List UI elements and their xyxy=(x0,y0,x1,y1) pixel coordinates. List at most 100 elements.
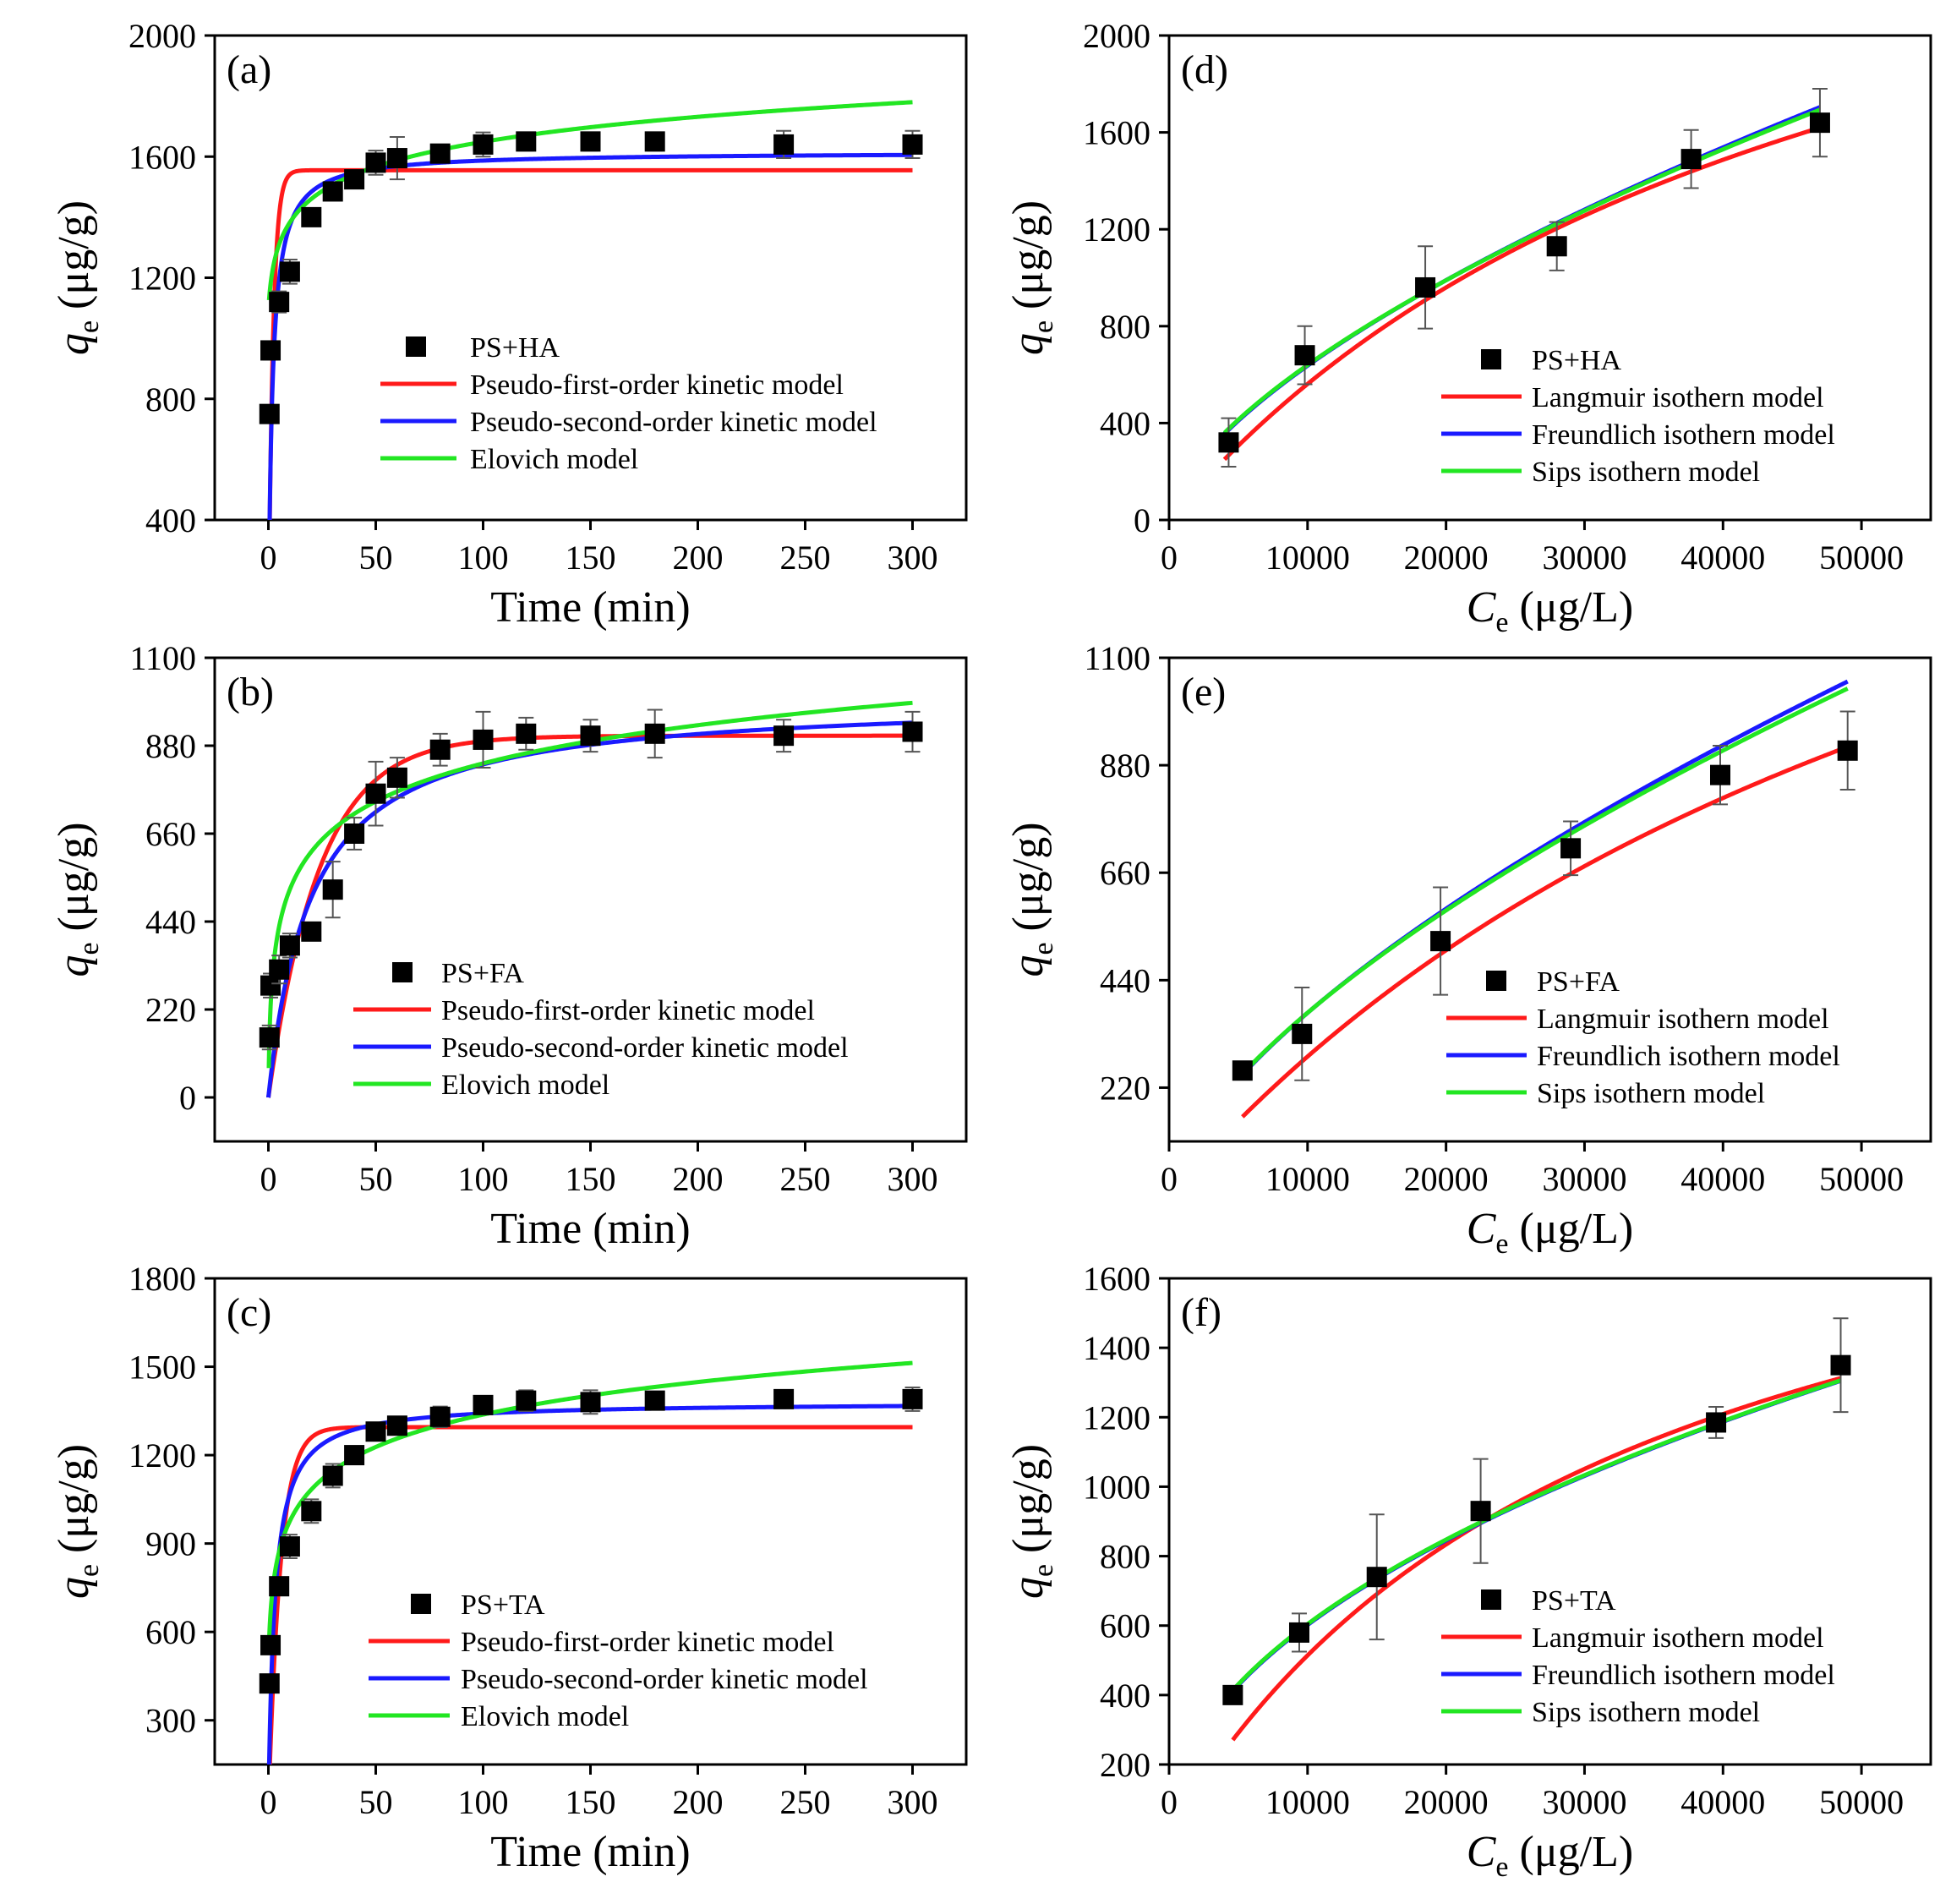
model-curves xyxy=(266,700,913,1100)
data-point xyxy=(259,403,280,424)
data-point xyxy=(773,134,795,155)
data-point xyxy=(473,134,494,155)
data-point xyxy=(516,1390,537,1411)
y-axis-title: qe (μg/g) xyxy=(1004,822,1059,977)
y-tick-label: 600 xyxy=(145,1613,196,1651)
y-axis-title-unit: (μg/g) xyxy=(50,1444,98,1564)
y-axis-title-subscript: e xyxy=(1028,1564,1059,1577)
y-tick-label: 1100 xyxy=(129,639,196,677)
y-tick-label: 2000 xyxy=(1083,17,1150,55)
x-tick-label: 30000 xyxy=(1542,1783,1626,1821)
chart-panel-3: 0 50 100 150 200 250 300 300 600 900 1200 1500 1800 T… xyxy=(50,1260,968,1876)
x-tick-label: 150 xyxy=(566,1783,616,1821)
x-axis-title-subscript: e xyxy=(1495,1228,1508,1260)
x-tick-label: 10000 xyxy=(1265,1160,1350,1198)
data-point xyxy=(365,783,386,804)
x-tick-label: 40000 xyxy=(1680,1783,1765,1821)
y-tick-label: 1200 xyxy=(1083,211,1150,249)
x-tick-label: 0 xyxy=(1161,539,1178,577)
data-point xyxy=(902,721,923,742)
x-tick-label: 10000 xyxy=(1265,1783,1350,1821)
y-axis-title-symbol: q xyxy=(50,1577,98,1599)
x-tick-label: 100 xyxy=(458,1160,509,1198)
data-point xyxy=(1366,1567,1387,1588)
curve-freundlich xyxy=(1241,687,1850,1075)
data-point xyxy=(1546,236,1567,257)
data-point xyxy=(644,723,665,744)
y-axis-title-unit: (μg/g) xyxy=(1004,822,1052,942)
data-point xyxy=(644,131,665,152)
data-point xyxy=(269,959,290,980)
curve-pso xyxy=(266,1403,913,1764)
plot-frame xyxy=(1167,34,1932,522)
data-point xyxy=(902,1388,923,1409)
x-axis-title-subscript: e xyxy=(1495,1852,1508,1883)
data-point xyxy=(322,1465,343,1486)
legend-label: Pseudo-second-order kinetic model xyxy=(461,1664,868,1695)
data-point xyxy=(773,725,795,747)
legend: PS+HA Pseudo-first-order kinetic model Pse… xyxy=(380,332,877,475)
legend-label: Pseudo-second-order kinetic model xyxy=(441,1032,849,1064)
chart-panel-2: 0 50 100 150 200 250 300 0 220 440 660 880 1100 Time … xyxy=(50,639,968,1253)
legend-marker xyxy=(411,1594,431,1614)
data-point xyxy=(516,131,537,152)
data-point xyxy=(1709,764,1730,785)
y-axis-title-symbol: q xyxy=(1004,333,1052,355)
x-tick-label: 40000 xyxy=(1680,1160,1765,1198)
x-tick-label: 0 xyxy=(1161,1160,1178,1198)
plot-frame xyxy=(1167,1277,1932,1766)
data-point xyxy=(269,1576,290,1597)
legend-label: Pseudo-first-order kinetic model xyxy=(441,995,815,1026)
legend-marker xyxy=(1481,1589,1501,1610)
x-axis-title-unit: (μg/L) xyxy=(1509,1828,1634,1876)
legend-label: Elovich model xyxy=(461,1701,629,1732)
y-tick-label: 400 xyxy=(1100,1677,1150,1715)
y-tick-label: 800 xyxy=(145,380,196,419)
y-axis-title: qe (μg/g) xyxy=(50,200,105,355)
y-tick-label: 600 xyxy=(1100,1607,1150,1645)
data-point xyxy=(1809,112,1830,134)
y-axis-title: qe (μg/g) xyxy=(50,1444,105,1599)
data-point xyxy=(301,206,322,227)
legend: PS+TA Langmuir isothern model Freundlich i… xyxy=(1441,1585,1835,1728)
data-point xyxy=(580,725,601,747)
x-axis-title-symbol: C xyxy=(1467,1828,1497,1876)
y-tick-label: 220 xyxy=(145,991,196,1029)
data-point xyxy=(644,1390,665,1411)
legend-marker xyxy=(392,962,413,982)
y-tick-label: 1100 xyxy=(1084,639,1150,677)
y-axis-title-symbol: q xyxy=(1004,1577,1052,1599)
y-tick-label: 0 xyxy=(179,1079,196,1117)
x-axis-title: Ce (μg/L) xyxy=(1467,583,1634,638)
data-point xyxy=(301,1501,322,1522)
y-axis-title: qe (μg/g) xyxy=(50,822,105,977)
y-tick-label: 1000 xyxy=(1083,1468,1150,1506)
data-point xyxy=(473,729,494,750)
data-point xyxy=(1218,432,1239,453)
curve-langmuir xyxy=(1241,744,1850,1119)
data-point xyxy=(301,921,322,942)
y-tick-label: 1200 xyxy=(1083,1398,1150,1436)
data-points xyxy=(259,709,923,1051)
x-tick-label: 0 xyxy=(260,1160,277,1198)
x-tick-label: 30000 xyxy=(1542,539,1626,577)
x-tick-label: 150 xyxy=(566,1160,616,1198)
x-tick-label: 50000 xyxy=(1819,539,1904,577)
legend-label: Pseudo-first-order kinetic model xyxy=(470,369,844,401)
model-curves xyxy=(1240,679,1850,1119)
y-tick-label: 440 xyxy=(1100,961,1150,999)
chart-panel-6: 0 10000 20000 30000 40000 50000 200 400 600 800 10… xyxy=(1004,1260,1932,1883)
plot-frame xyxy=(1167,656,1932,1143)
y-tick-label: 1400 xyxy=(1083,1329,1150,1367)
data-point xyxy=(580,131,601,152)
data-point xyxy=(260,1634,281,1655)
y-axis-title-unit: (μg/g) xyxy=(50,200,98,320)
legend-label: Langmuir isothern model xyxy=(1532,1622,1824,1654)
panel-label: (e) xyxy=(1181,670,1226,714)
x-tick-label: 300 xyxy=(888,1783,938,1821)
data-point xyxy=(1288,1622,1309,1643)
data-point xyxy=(1680,149,1702,170)
data-point xyxy=(386,1415,407,1436)
data-point xyxy=(1560,838,1582,859)
chart-panel-4: 0 10000 20000 30000 40000 50000 0 400 800 1200 160… xyxy=(1004,17,1932,638)
